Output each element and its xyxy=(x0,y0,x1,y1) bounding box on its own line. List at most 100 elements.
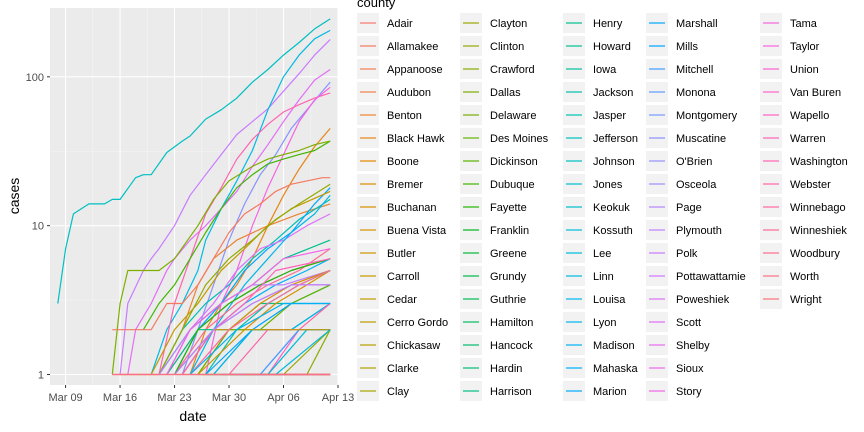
series-line-dallas xyxy=(111,140,331,375)
legend-label: Webster xyxy=(790,179,831,191)
series-line-polk xyxy=(119,39,331,375)
legend-label: Keokuk xyxy=(593,202,630,214)
legend-label: Muscatine xyxy=(676,133,726,145)
legend-label: Benton xyxy=(387,110,422,122)
x-tick-label: Mar 16 xyxy=(103,392,137,404)
legend-label: Black Hawk xyxy=(387,133,445,145)
legend-label: Carroll xyxy=(387,271,419,283)
legend-label: Osceola xyxy=(676,179,717,191)
legend-label: Story xyxy=(676,386,702,398)
legend-label: Chickasaw xyxy=(387,340,440,352)
legend-label: Montgomery xyxy=(676,110,738,122)
y-axis-title: cases xyxy=(6,178,22,215)
legend-label: Page xyxy=(676,202,702,214)
y-tick-label: 100 xyxy=(26,72,44,84)
legend-label: Taylor xyxy=(790,41,820,53)
legend-label: Jefferson xyxy=(593,133,638,145)
legend-label: Fayette xyxy=(490,202,527,214)
legend-label: Cedar xyxy=(387,294,417,306)
series-line-allamakee xyxy=(112,177,331,331)
series-lines xyxy=(57,18,331,376)
legend-label: Clayton xyxy=(490,18,527,30)
legend-label: Lee xyxy=(593,248,611,260)
legend: Adair Allamakee Appanoose Audubon Benton Blac… xyxy=(357,13,848,401)
legend-label: Jasper xyxy=(593,110,626,122)
series-line-madison xyxy=(189,302,331,375)
legend-label: Monona xyxy=(676,87,717,99)
legend-label: Tama xyxy=(790,18,818,30)
legend-label: Wright xyxy=(790,294,822,306)
x-tick-label: Mar 09 xyxy=(48,392,82,404)
legend-label: Marshall xyxy=(676,18,718,30)
y-axis: 1 10 100 xyxy=(26,72,50,381)
x-tick-label: Mar 30 xyxy=(212,392,246,404)
x-tick-label: Apr 06 xyxy=(267,392,299,404)
series-line-tama xyxy=(205,86,331,375)
legend-label: Louisa xyxy=(593,294,626,306)
series-line-story xyxy=(166,248,331,375)
legend-label: Wapello xyxy=(790,110,829,122)
x-tick-label: Apr 13 xyxy=(322,392,354,404)
legend-label: Henry xyxy=(593,18,623,30)
minor-gridlines xyxy=(50,8,338,385)
legend-label: Iowa xyxy=(593,64,617,76)
legend-label: Poweshiek xyxy=(676,294,730,306)
legend-label: Linn xyxy=(593,271,614,283)
legend-label: Worth xyxy=(790,271,819,283)
legend-label: Woodbury xyxy=(790,248,840,260)
legend-label: Winnebago xyxy=(790,202,846,214)
x-axis-title: date xyxy=(179,408,206,424)
legend-label: Johnson xyxy=(593,156,635,168)
legend-label: Grundy xyxy=(490,271,527,283)
series-line-dubuque xyxy=(142,140,331,331)
series-line-winneshiek xyxy=(189,269,331,375)
legend-label: Van Buren xyxy=(790,87,841,99)
legend-label: Harrison xyxy=(490,386,532,398)
legend-label: Appanoose xyxy=(387,64,443,76)
legend-label: Howard xyxy=(593,41,631,53)
legend-label: Pottawattamie xyxy=(676,271,746,283)
legend-label: Warren xyxy=(790,133,826,145)
legend-label: Guthrie xyxy=(490,294,526,306)
series-line-pottawattamie xyxy=(174,284,331,375)
series-line-johnson xyxy=(57,18,331,304)
series-line-warren xyxy=(181,258,331,375)
series-line-clinton xyxy=(158,183,331,375)
legend-label: Bremer xyxy=(387,179,423,191)
legend-label: Jackson xyxy=(593,87,633,99)
legend-label: Audubon xyxy=(387,87,431,99)
legend-label: Marion xyxy=(593,386,627,398)
legend-label: Shelby xyxy=(676,340,710,352)
y-tick-label: 10 xyxy=(32,221,44,233)
legend-label: Greene xyxy=(490,248,527,260)
y-tick-label: 1 xyxy=(38,369,44,381)
series-line-poweshiek xyxy=(166,213,331,375)
legend-label: Clarke xyxy=(387,363,419,375)
legend-label: Kossuth xyxy=(593,225,633,237)
legend-label: Scott xyxy=(676,317,701,329)
series-line-jasper xyxy=(158,198,331,375)
x-tick-label: Mar 23 xyxy=(157,392,191,404)
legend-label: Sioux xyxy=(676,363,704,375)
legend-label: Hamilton xyxy=(490,317,533,329)
legend-label: Crawford xyxy=(490,64,535,76)
legend-label: Allamakee xyxy=(387,41,438,53)
legend-label: Dickinson xyxy=(490,156,538,168)
legend-label: Adair xyxy=(387,18,413,30)
plot-panel xyxy=(50,8,338,385)
legend-label: Butler xyxy=(387,248,416,260)
x-axis: Mar 09 Mar 16 Mar 23 Mar 30 Apr 06 Apr 13 xyxy=(48,385,354,404)
legend-label: Mills xyxy=(676,41,698,53)
legend-label: Buchanan xyxy=(387,202,437,214)
legend-label: Hardin xyxy=(490,363,522,375)
legend-label: Hancock xyxy=(490,340,533,352)
legend-label: Washington xyxy=(790,156,848,168)
legend-title: county xyxy=(357,0,396,10)
legend-label: O'Brien xyxy=(676,156,712,168)
legend-label: Franklin xyxy=(490,225,529,237)
legend-label: Union xyxy=(790,64,819,76)
legend-label: Lyon xyxy=(593,317,616,329)
major-gridlines xyxy=(50,8,339,385)
series-line-marshall xyxy=(173,187,331,375)
